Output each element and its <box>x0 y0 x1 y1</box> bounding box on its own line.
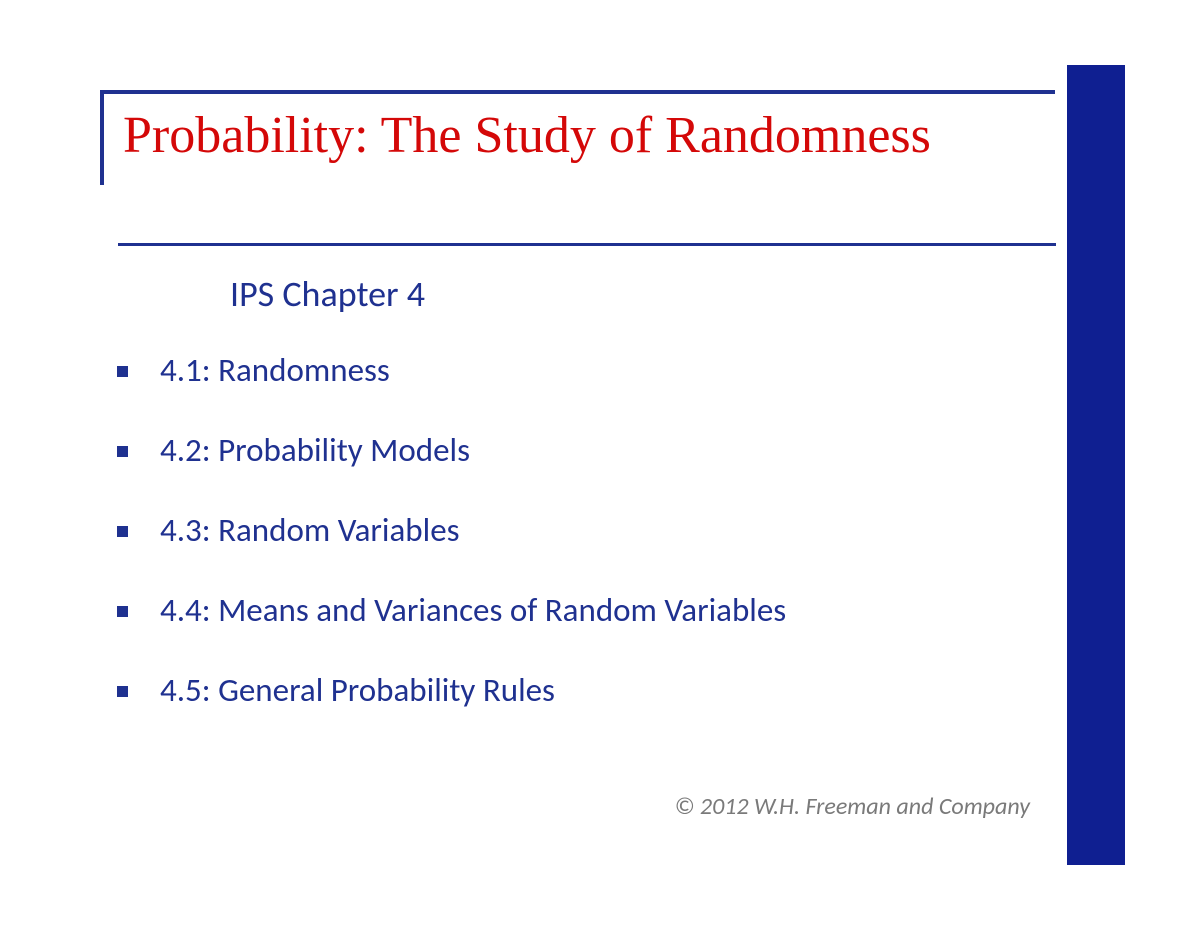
title-border-vertical <box>100 90 104 185</box>
slide-title: Probability: The Study of Randomness <box>123 103 1033 168</box>
slide-subtitle: IPS Chapter 4 <box>230 272 425 316</box>
list-item: 4.1: Randomness <box>112 350 1012 390</box>
list-item: 4.3: Random Variables <box>112 510 1012 550</box>
title-underline <box>118 243 1056 246</box>
list-item: 4.5: General Probability Rules <box>112 670 1012 710</box>
bullet-list: 4.1: Randomness 4.2: Probability Models … <box>112 350 1012 750</box>
list-item: 4.2: Probability Models <box>112 430 1012 470</box>
sidebar-accent-bar <box>1067 65 1125 865</box>
title-border-horizontal <box>100 90 1055 94</box>
list-item: 4.4: Means and Variances of Random Varia… <box>112 590 1012 630</box>
copyright-text: © 2012 W.H. Freeman and Company <box>674 792 1030 821</box>
slide: Probability: The Study of Randomness IPS… <box>0 0 1200 927</box>
